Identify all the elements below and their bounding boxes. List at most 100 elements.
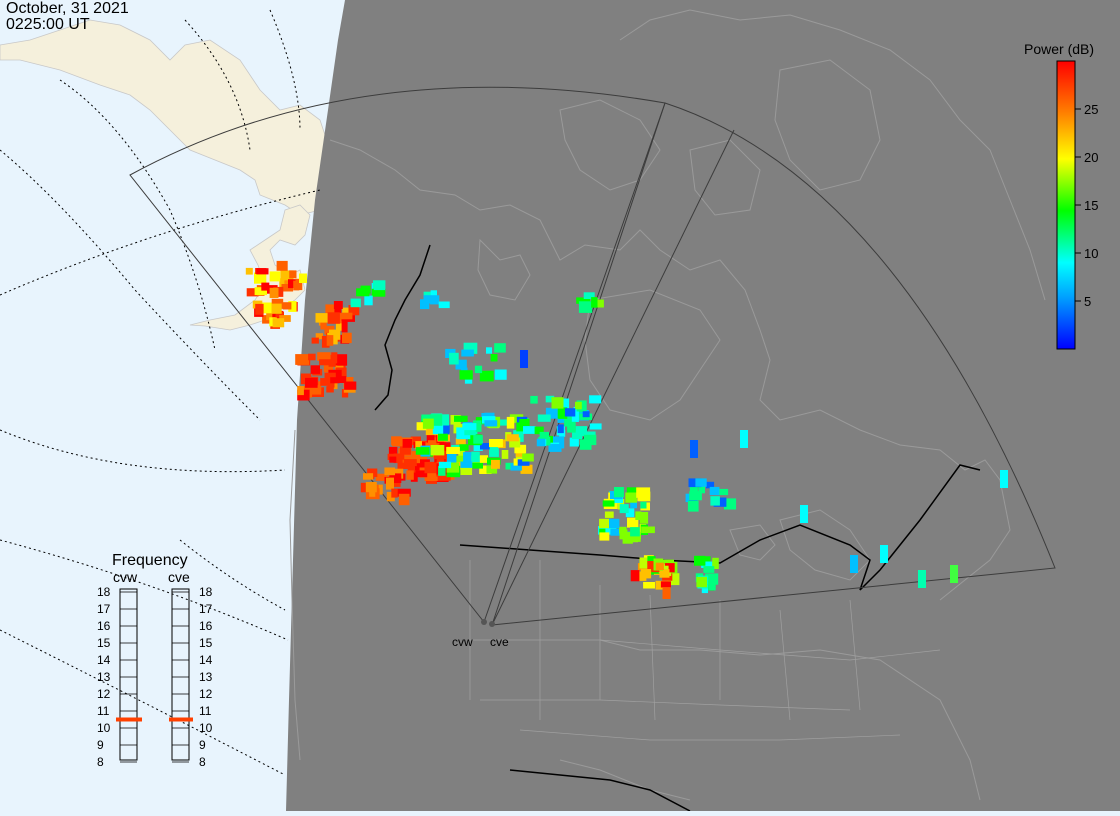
radar-echo-cell — [575, 401, 582, 410]
radar-echo-cell — [299, 386, 312, 393]
radar-echo-cell — [523, 426, 536, 434]
radar-echo-cell — [558, 407, 568, 419]
radar-echo-cell — [604, 511, 614, 518]
radar-echo-cell — [386, 491, 395, 502]
radar-echo-cell — [701, 561, 715, 568]
radar-echo-cell — [545, 395, 555, 403]
radar-echo-cell — [473, 435, 483, 444]
colorbar-tick-label: 25 — [1084, 102, 1098, 117]
radar-echo-cell — [455, 437, 466, 445]
radar-echo-cell — [647, 561, 655, 569]
radar-echo-cell — [625, 508, 635, 518]
radar-echo-cell — [305, 377, 318, 388]
radar-echo-cell — [288, 301, 297, 312]
radar-echo-cell — [602, 500, 615, 507]
radar-echo-cell — [698, 484, 705, 494]
cvw-site-marker — [481, 619, 487, 625]
radar-echo-cell — [664, 563, 675, 573]
radar-echo-cell — [474, 365, 483, 374]
radar-echo-cell — [399, 445, 411, 455]
radar-echo-cell — [430, 290, 437, 299]
frequency-scale-label-left: 18 — [97, 585, 111, 599]
radar-echo-cell — [494, 369, 507, 380]
radar-echo-cell — [384, 467, 395, 476]
radar-echo-cell — [288, 279, 298, 289]
cvw-frequency-column — [119, 588, 138, 761]
radar-echo-cell — [687, 500, 699, 512]
night-region — [286, 0, 1120, 811]
radar-echo-cell — [505, 462, 515, 470]
frequency-scale-label-right: 11 — [199, 704, 212, 718]
radar-echo-cell — [548, 444, 562, 452]
radar-echo-cell — [703, 566, 715, 573]
radar-echo-cell — [398, 493, 410, 506]
radar-echo-cell — [630, 527, 640, 537]
radar-echo-cell — [365, 482, 377, 493]
radar-echo-cell — [582, 411, 590, 418]
frequency-scale-label-left: 9 — [97, 738, 104, 752]
radar-echo-cell — [308, 353, 316, 361]
frequency-scale-label-right: 10 — [199, 721, 213, 735]
cve-site-marker — [489, 621, 495, 627]
radar-echo-cell — [281, 284, 294, 292]
radar-echo-cell — [724, 498, 737, 510]
radar-echo-cell — [446, 462, 460, 473]
radar-echo-cell — [576, 297, 591, 304]
radar-echo-cell — [482, 416, 496, 424]
radar-echo-cell — [426, 433, 435, 443]
radar-echo-cell — [350, 298, 361, 308]
frequency-scale-label-right: 8 — [199, 755, 206, 769]
date-label: October, 31 2021 — [6, 0, 129, 17]
radar-echo-cell — [950, 565, 958, 583]
radar-echo-cell — [335, 321, 343, 331]
radar-echo-cell — [514, 444, 527, 454]
radar-echo-cell — [256, 268, 269, 275]
radar-echo-cell — [280, 270, 294, 281]
radar-echo-cell — [643, 582, 655, 589]
radar-echo-cell — [506, 416, 515, 429]
radar-echo-cell — [696, 576, 707, 588]
radar-echo-cell — [564, 408, 576, 417]
frequency-scale-label-left: 13 — [97, 670, 111, 684]
radar-echo-cell — [435, 414, 449, 426]
radar-echo-cell — [406, 470, 414, 480]
radar-echo-cell — [660, 581, 671, 588]
cve-site-label: cve — [490, 635, 509, 649]
radar-echo-cell — [363, 473, 374, 480]
frequency-scale-label-left: 14 — [97, 653, 111, 667]
radar-echo-cell — [591, 297, 598, 308]
radar-echo-cell — [323, 363, 334, 373]
radar-echo-cell — [455, 359, 467, 370]
radar-echo-cell — [329, 329, 341, 340]
frequency-scale-label-left: 12 — [97, 687, 111, 701]
radar-echo-cell — [635, 511, 642, 520]
colorbar-tick-label: 10 — [1084, 246, 1098, 261]
radar-echo-cell — [310, 365, 320, 374]
radar-echo-cell — [416, 422, 427, 431]
radar-echo-cell — [694, 555, 706, 566]
graticule — [0, 9, 321, 776]
radar-echo-cell — [530, 395, 538, 404]
radar-echo-cell — [423, 295, 438, 304]
radar-echo-cell — [690, 440, 698, 458]
coastlines — [289, 9, 1046, 801]
radar-echo-cell — [695, 478, 707, 487]
colorbar-ticks: 25 20 15 10 5 — [1075, 102, 1098, 309]
radar-echo-cell — [609, 518, 620, 529]
radar-echo-cell — [375, 473, 388, 481]
radar-echo-cell — [320, 317, 327, 330]
radar-echo-cell — [459, 444, 469, 451]
radar-echo-cell — [625, 492, 637, 503]
frequency-scale-label-left: 10 — [97, 721, 111, 735]
radar-echoes — [245, 260, 1008, 599]
radar-echo-cell — [317, 352, 331, 361]
radar-echo-cell — [689, 491, 702, 501]
radar-echo-cell — [309, 382, 322, 395]
radar-echo-cell — [331, 352, 338, 364]
radar-echo-cell — [473, 420, 482, 432]
radar-echo-cell — [545, 407, 558, 419]
radar-echo-cell — [599, 518, 612, 529]
radar-echo-cell — [539, 431, 550, 441]
radar-echo-cell — [422, 418, 434, 429]
radar-echo-cell — [490, 354, 498, 362]
